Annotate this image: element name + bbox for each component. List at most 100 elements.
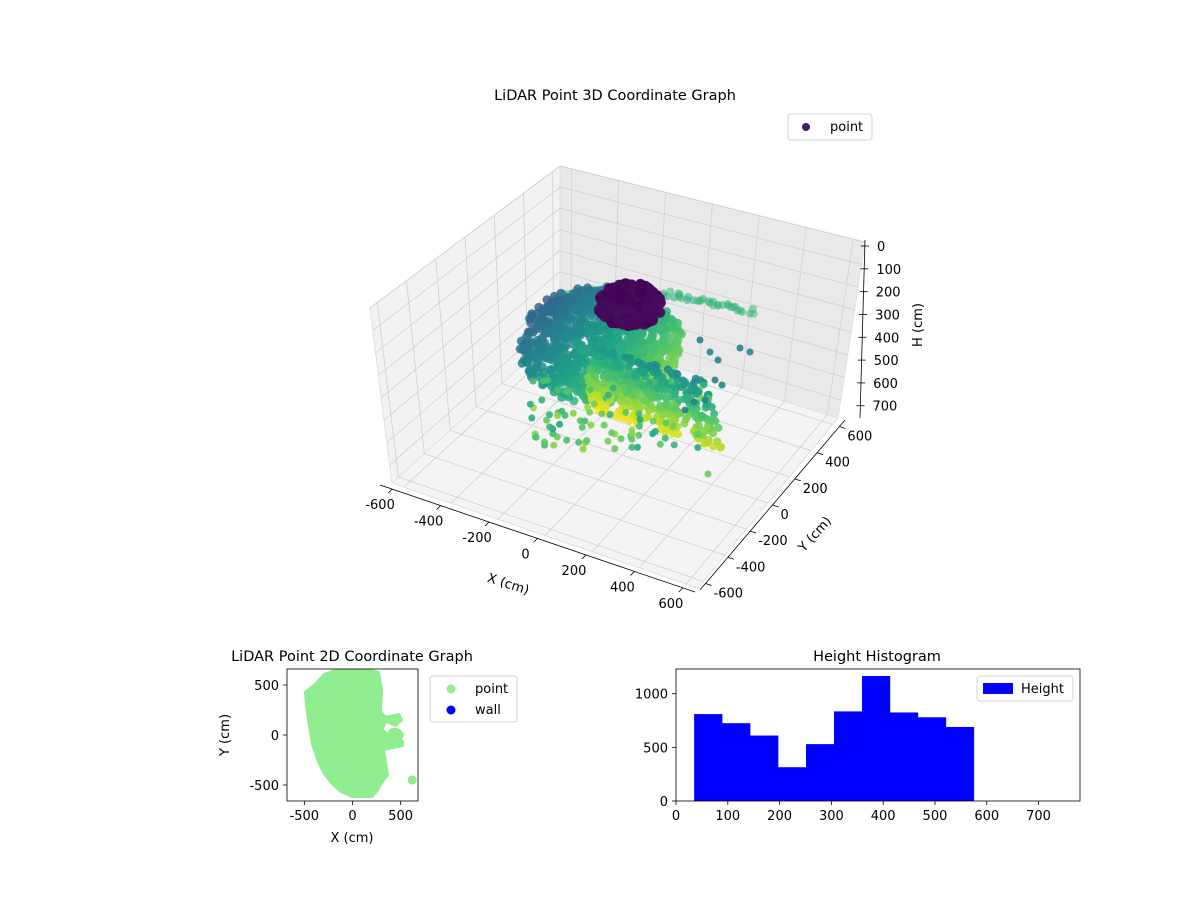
point-3d: [563, 436, 571, 444]
point-3d: [538, 313, 548, 323]
x-tick-label-2d: 0: [348, 809, 356, 824]
pane-floor: [391, 330, 839, 589]
point-3d: [704, 470, 712, 478]
point-3d: [661, 434, 669, 442]
point-3d: [600, 421, 608, 429]
point-3d: [631, 317, 643, 329]
grid-line-3d: [493, 215, 503, 384]
grid-line-3d: [372, 186, 561, 331]
point-3d: [711, 376, 719, 384]
point-3d: [578, 423, 586, 431]
point-3d: [532, 433, 540, 441]
point-3d: [633, 402, 642, 411]
point-3d: [672, 346, 682, 356]
chart-histogram: Height Histogram 0 100 200 300 400 500 600 7000…: [635, 649, 1081, 824]
point-3d: [611, 445, 619, 453]
x-tick-3d: [533, 538, 538, 543]
point-3d: [599, 379, 608, 388]
point-3d: [554, 412, 562, 420]
y-tick-label-3d: -600: [714, 586, 744, 601]
z-tick-label-3d: 400: [874, 331, 899, 346]
grid-line-3d: [375, 207, 561, 354]
point-3d: [703, 423, 711, 431]
point-3d: [600, 300, 612, 311]
histogram-bar: [722, 723, 751, 801]
z-tick-label-3d: 700: [873, 400, 898, 415]
points-3d: [515, 278, 758, 478]
point-3d: [604, 437, 612, 445]
point-3d: [624, 363, 633, 371]
x-tick-label-2d: -500: [290, 809, 320, 824]
point-3d: [668, 378, 675, 385]
point-3d: [556, 420, 564, 428]
x-axis-label-2d: X (cm): [331, 831, 374, 846]
chart-2d-title: LiDAR Point 2D Coordinate Graph: [231, 649, 473, 665]
point-3d: [630, 369, 639, 378]
point-3d: [706, 348, 714, 356]
z-tick-label-3d: 600: [873, 377, 898, 392]
point-3d: [636, 338, 646, 348]
legend-3d-label: point: [830, 120, 863, 135]
point-3d: [716, 443, 725, 452]
point-3d: [571, 378, 581, 388]
point-3d: [575, 438, 583, 446]
grid-line-3d: [698, 203, 713, 375]
z-axis-label-3d: H (cm): [911, 303, 926, 347]
y-tick-3d: [705, 583, 712, 586]
point-3d: [577, 313, 587, 323]
point-3d: [574, 287, 584, 297]
x-tick-3d: [436, 505, 441, 510]
point-3d: [526, 346, 536, 355]
point-3d: [696, 336, 704, 344]
y-tick-label-3d: -400: [736, 560, 766, 575]
point-3d: [636, 380, 645, 389]
histogram-bars: [694, 675, 975, 801]
y-tick-label-3d: 200: [803, 482, 828, 497]
point-3d: [649, 430, 657, 438]
point-3d: [550, 441, 558, 449]
x-tick-3d: [484, 521, 490, 527]
point-3d: [518, 345, 528, 355]
grid-line-3d: [559, 165, 866, 243]
point-3d: [653, 384, 661, 392]
ticks-3d: -600 -400 -200 0 200 400 600 -600 -400 -200 0 200 40…: [365, 240, 901, 612]
z-tick-label-3d: 0: [877, 240, 885, 255]
z-tick-label-3d: 100: [876, 263, 901, 278]
point-3d: [604, 391, 612, 399]
legend-2d-point-marker: [446, 684, 456, 694]
point-3d: [550, 333, 560, 343]
y-tick-3d: [750, 530, 757, 534]
point-3d: [635, 422, 643, 430]
point-3d: [582, 345, 590, 353]
z-axis-line: [859, 239, 866, 419]
point-3d: [573, 357, 583, 367]
ticks-2d: -500 0 500 -500 0 500: [249, 679, 413, 824]
y-tick-label-histogram: 500: [643, 741, 668, 756]
point-3d: [569, 409, 577, 417]
chart-2d-scatter: LiDAR Point 2D Coordinate Graph -500 0 500…: [218, 649, 518, 846]
point-3d: [670, 390, 679, 399]
point-3d: [647, 344, 657, 354]
point-3d: [714, 423, 723, 432]
histogram-bar: [889, 712, 919, 801]
point-3d: [673, 335, 683, 345]
point-3d: [622, 389, 630, 397]
y-tick-label-3d: -200: [758, 534, 788, 549]
point-3d: [534, 302, 544, 312]
x-tick-label-3d: 200: [562, 564, 587, 579]
histogram-bar: [917, 717, 947, 801]
point-3d: [562, 332, 572, 342]
legend-3d-marker: [802, 123, 810, 131]
point-3d: [662, 402, 671, 410]
grid-line-3d: [406, 280, 425, 454]
point-3d: [718, 381, 726, 389]
point-3d: [586, 408, 594, 416]
point-3d: [548, 369, 558, 379]
grid-line-3d: [464, 236, 477, 408]
point-3d: [593, 364, 601, 373]
x-tick-label-histogram: 400: [871, 809, 896, 824]
point-3d: [634, 443, 641, 451]
point-3d: [642, 388, 651, 397]
point-3d: [603, 283, 615, 295]
y-tick-3d: [816, 452, 824, 456]
